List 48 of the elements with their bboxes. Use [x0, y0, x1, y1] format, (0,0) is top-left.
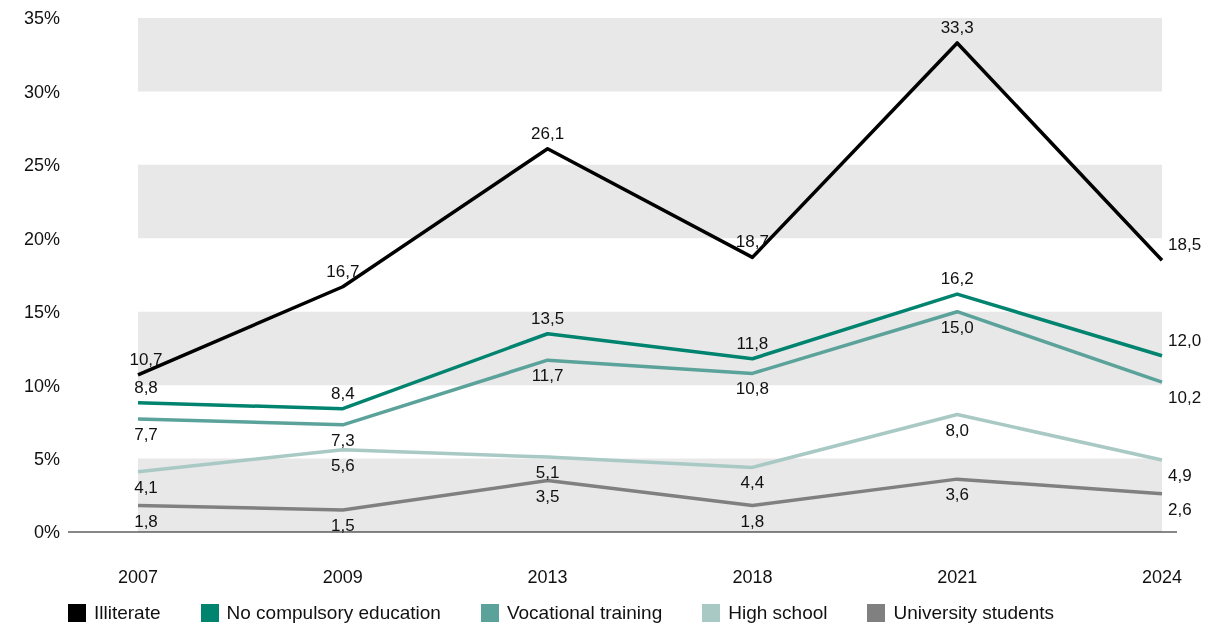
data-label: 1,8	[740, 511, 765, 531]
data-label: 11,7	[531, 366, 564, 386]
data-label: 8,4	[330, 383, 355, 403]
data-label: 4,9	[1168, 466, 1192, 486]
y-tick-label: 20%	[23, 228, 60, 249]
data-label: 1,5	[330, 515, 355, 535]
data-label: 18,5	[1168, 235, 1202, 255]
legend-label: No compulsory education	[226, 602, 441, 624]
x-tick-label: 2007	[117, 566, 159, 587]
data-label: 12,0	[1168, 330, 1202, 350]
legend-label: Vocational training	[506, 602, 663, 624]
data-label: 7,3	[330, 430, 355, 450]
y-tick-label: 30%	[23, 81, 60, 102]
y-tick-label: 15%	[23, 302, 60, 323]
y-tick-label: 25%	[23, 155, 60, 176]
data-label: 5,1	[535, 463, 560, 483]
y-tick-label: 5%	[33, 448, 60, 469]
x-tick-label: 2024	[1141, 566, 1183, 587]
y-tick-label: 35%	[23, 8, 60, 29]
x-tick-label: 2021	[937, 566, 978, 587]
y-tick-label: 10%	[23, 375, 60, 396]
x-tick-label: 2009	[322, 566, 363, 587]
x-tick-label: 2018	[732, 566, 773, 587]
data-label: 3,6	[945, 485, 970, 505]
data-label: 8,0	[945, 420, 970, 440]
data-label: 2,6	[1168, 499, 1192, 519]
data-label: 11,8	[736, 333, 769, 353]
x-tick-label: 2013	[527, 566, 568, 587]
data-label: 8,8	[134, 377, 158, 397]
data-label: 26,1	[531, 123, 565, 143]
data-label: 16,2	[940, 269, 974, 289]
data-label: 3,5	[535, 486, 560, 506]
data-label: 10,2	[1168, 388, 1202, 408]
data-label: 7,7	[134, 424, 158, 444]
data-label: 13,5	[531, 308, 565, 328]
legend-label: Illiterate	[94, 602, 161, 624]
y-tick-label: 0%	[33, 522, 60, 543]
data-label: 33,3	[940, 17, 974, 37]
data-label: 4,1	[134, 477, 158, 497]
data-label: 4,4	[740, 473, 765, 493]
legend-label: High school	[728, 602, 828, 624]
data-label: 10,7	[129, 349, 163, 369]
legend-label: University students	[893, 602, 1054, 624]
data-label: 5,6	[330, 455, 355, 475]
data-label: 1,8	[134, 511, 158, 531]
data-label: 10,8	[735, 379, 769, 399]
data-label: 16,7	[326, 261, 360, 281]
data-label: 15,0	[940, 317, 974, 337]
